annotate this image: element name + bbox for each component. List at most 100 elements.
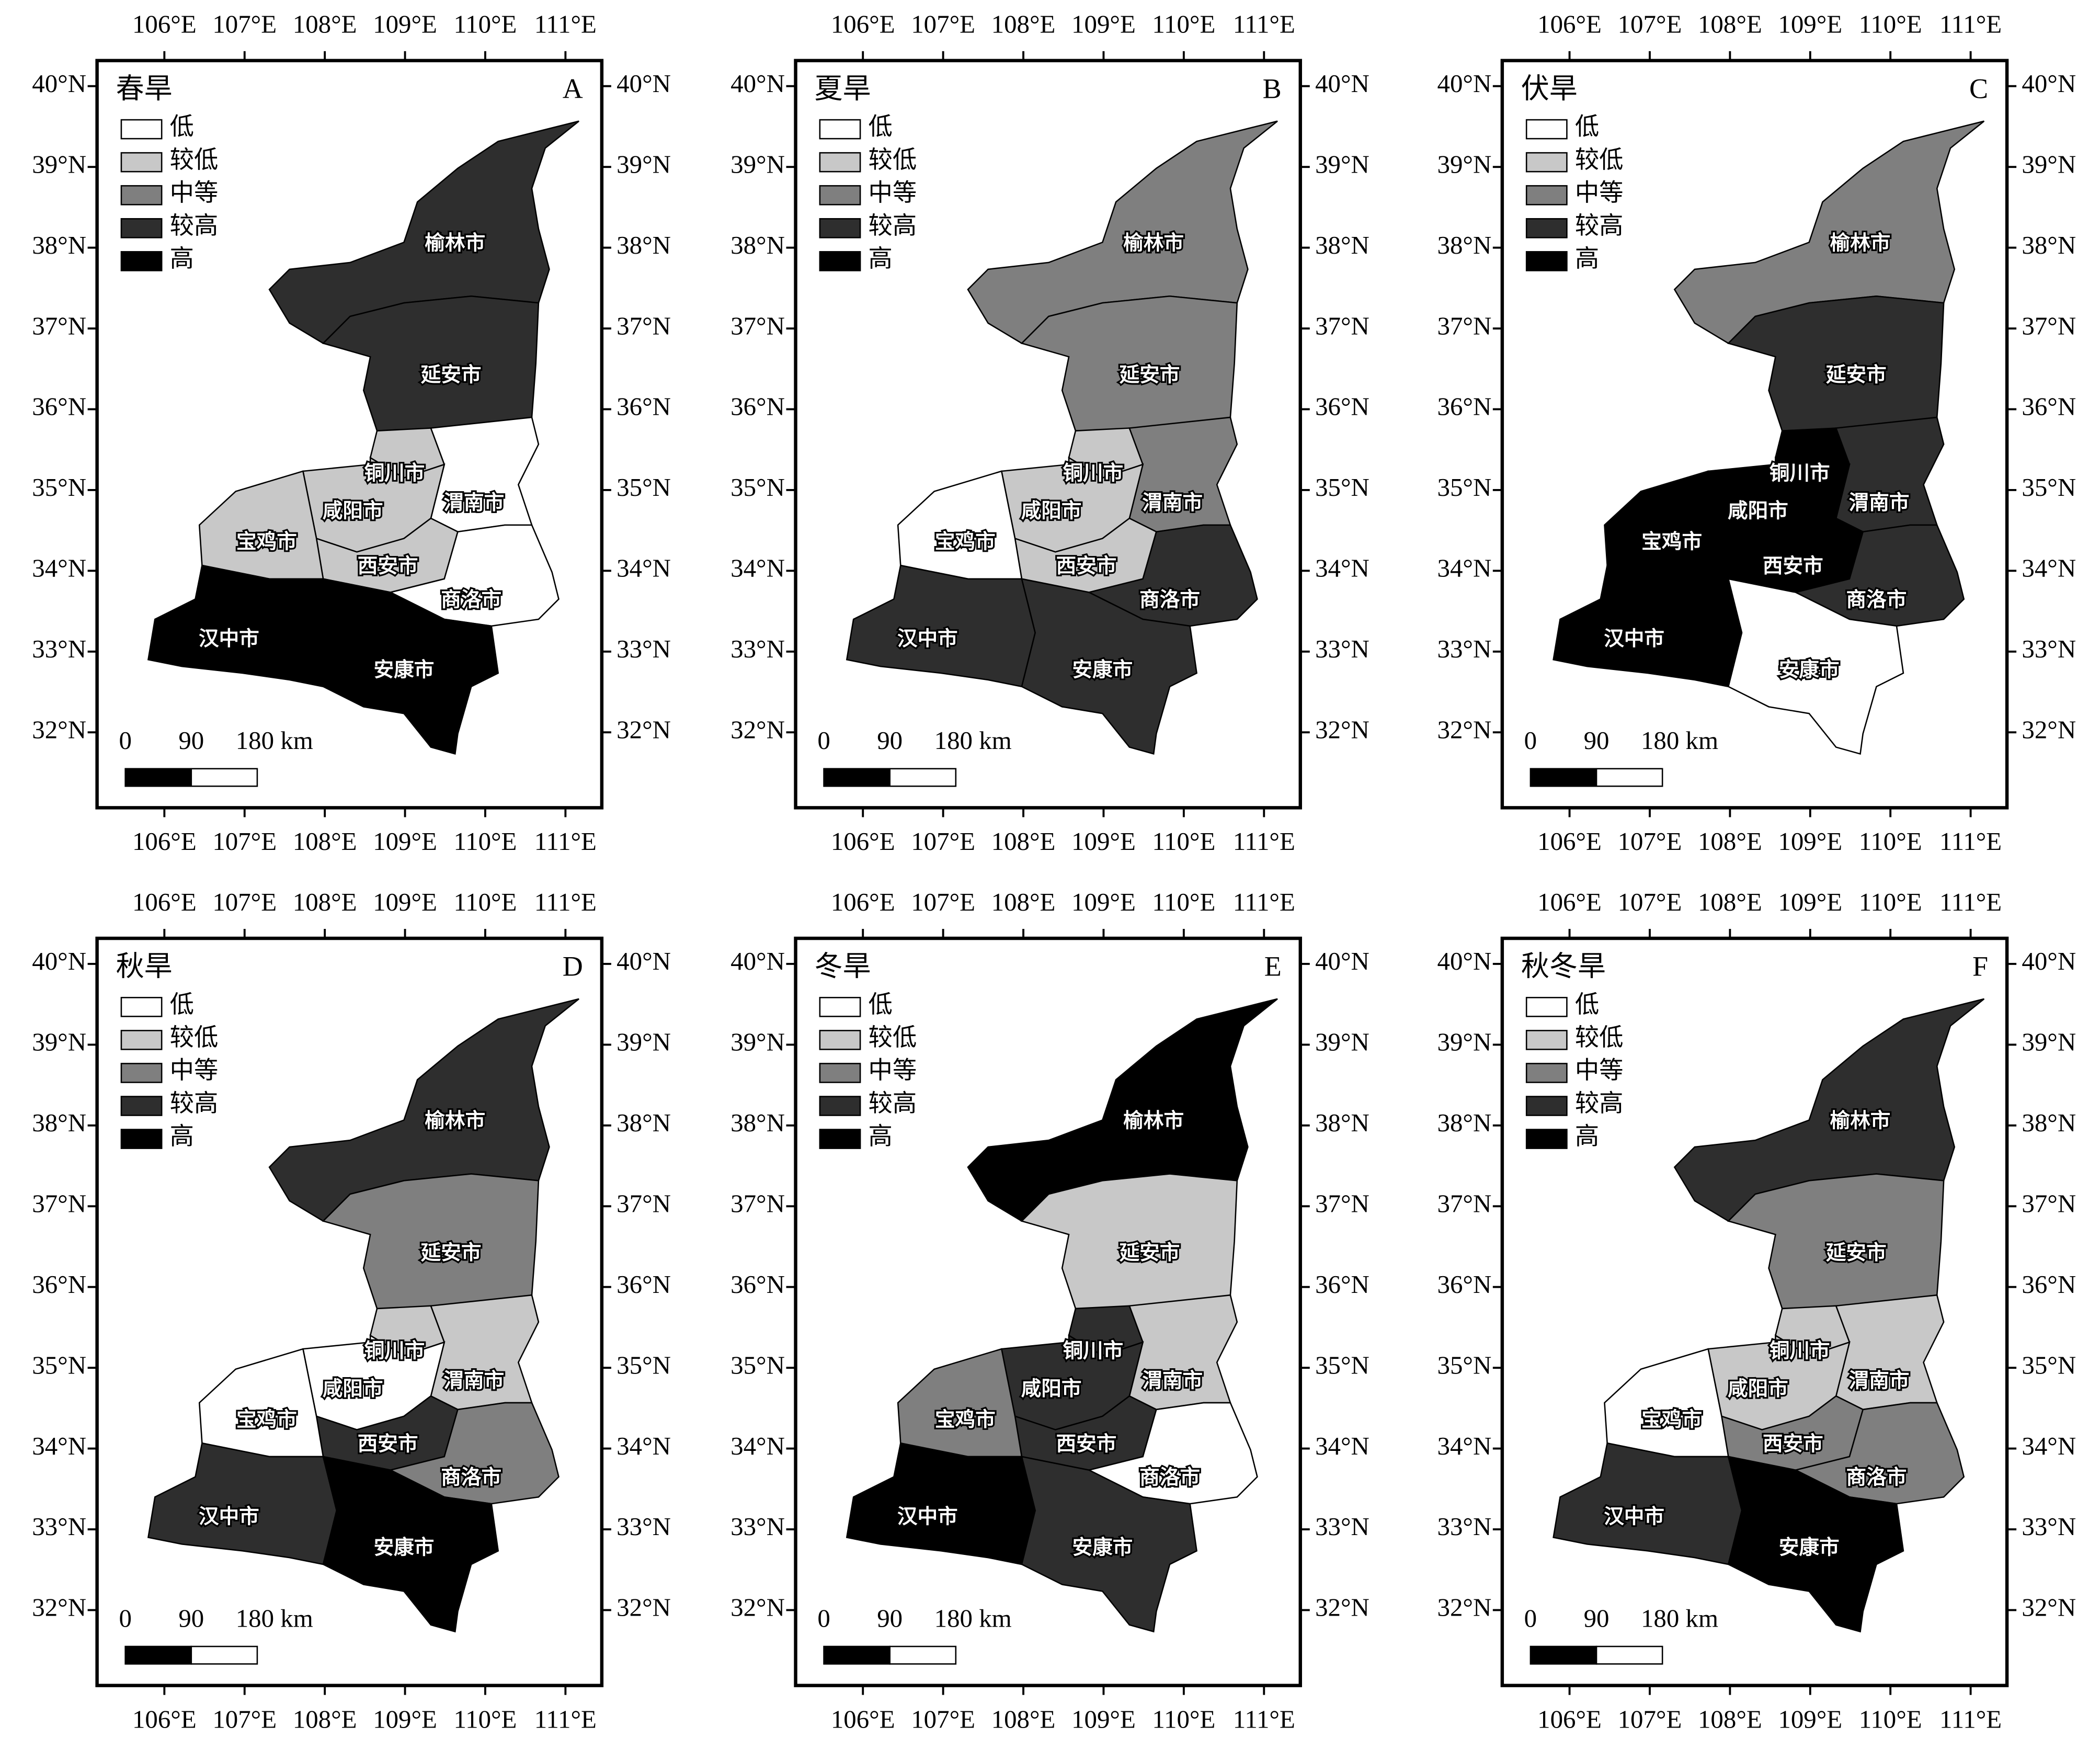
panel-letter: D — [563, 951, 583, 982]
lon-tick-label: 106°E — [1537, 827, 1602, 856]
lat-tick-label: 40°N — [1315, 69, 1369, 98]
lon-tick-label: 111°E — [534, 827, 597, 856]
city-label: 渭南市 — [1849, 492, 1910, 514]
lat-tick-label: 34°N — [32, 1432, 86, 1460]
lon-tick-label: 108°E — [991, 1705, 1056, 1733]
scale-bar — [889, 1645, 957, 1665]
lon-tick-label: 109°E — [1778, 827, 1842, 856]
scale-label: 180 km — [236, 726, 313, 755]
lat-tick-label: 37°N — [617, 311, 671, 340]
lat-tick-label: 38°N — [32, 1108, 86, 1137]
map-frame — [794, 59, 1302, 810]
lon-tick-label: 109°E — [1778, 1705, 1842, 1733]
legend-label: 低 — [170, 114, 194, 141]
city-label: 西安市 — [1763, 555, 1823, 577]
lat-tick-label: 38°N — [617, 1108, 671, 1137]
lon-tick-label: 107°E — [1618, 1705, 1682, 1733]
lat-tick-label: 33°N — [1437, 634, 1492, 663]
legend-swatch — [1525, 1096, 1568, 1116]
scale-bar — [823, 1645, 891, 1665]
lat-tick-label: 33°N — [731, 1512, 785, 1541]
region — [322, 1173, 540, 1310]
legend-label: 高 — [869, 246, 893, 272]
lon-tick-label: 109°E — [1071, 1705, 1136, 1733]
legend-label: 高 — [170, 1123, 194, 1150]
legend-swatch — [819, 1063, 861, 1083]
scale-bar — [1595, 1645, 1663, 1665]
lat-tick-label: 32°N — [1315, 715, 1369, 744]
region — [897, 470, 1023, 580]
lon-tick-label: 106°E — [831, 1705, 895, 1733]
city-label: 咸阳市 — [323, 500, 383, 522]
legend-swatch — [1525, 185, 1568, 206]
city-label: 西安市 — [1056, 555, 1117, 577]
region — [1673, 998, 1985, 1222]
city-label: 宝鸡市 — [935, 531, 996, 553]
lat-tick-label: 39°N — [617, 1028, 671, 1057]
lat-tick-label: 40°N — [731, 947, 785, 975]
region — [1021, 578, 1197, 755]
lon-tick-label: 111°E — [1233, 1705, 1295, 1733]
legend-swatch — [819, 997, 861, 1017]
city-label: 咸阳市 — [1021, 1378, 1082, 1400]
legend-swatch — [819, 119, 861, 140]
legend-label: 中等 — [869, 180, 917, 207]
panel-letter: C — [1969, 73, 1988, 104]
lon-tick-label: 108°E — [293, 827, 357, 856]
city-label: 延安市 — [1120, 364, 1180, 387]
lon-tick-label: 106°E — [132, 10, 197, 39]
lat-tick-label: 32°N — [617, 715, 671, 744]
lat-tick-label: 36°N — [2022, 1270, 2076, 1299]
lon-tick-label: 106°E — [831, 10, 895, 39]
legend-label: 低 — [1575, 114, 1599, 141]
scale-label: 90 — [877, 1604, 903, 1632]
lon-tick-label: 108°E — [293, 888, 357, 916]
city-label: 商洛市 — [1846, 588, 1907, 611]
lat-tick-label: 38°N — [2022, 231, 2076, 259]
scale-bar — [889, 768, 957, 787]
legend-swatch — [1525, 1063, 1568, 1083]
lat-tick-label: 40°N — [32, 69, 86, 98]
scale-label: 90 — [1584, 726, 1610, 755]
lat-tick-label: 37°N — [1437, 1189, 1492, 1218]
region — [1835, 416, 1945, 533]
city-label: 汉中市 — [1604, 628, 1664, 650]
legend-label: 低 — [170, 992, 194, 1018]
region — [1794, 1402, 1965, 1505]
region — [1553, 564, 1743, 688]
lat-tick-label: 33°N — [1437, 1512, 1492, 1541]
region — [1673, 120, 1985, 344]
lat-tick-label: 40°N — [32, 947, 86, 975]
legend-swatch — [1525, 152, 1568, 173]
legend-swatch — [1525, 1129, 1568, 1149]
scale-bar — [1595, 768, 1663, 787]
scale-label: 90 — [1584, 1604, 1610, 1632]
lat-tick-label: 35°N — [1315, 1350, 1369, 1379]
lon-tick-label: 107°E — [911, 827, 975, 856]
region — [846, 1442, 1036, 1565]
lat-tick-label: 39°N — [32, 1028, 86, 1057]
lat-tick-label: 37°N — [1315, 311, 1369, 340]
legend-swatch — [819, 152, 861, 173]
city-label: 铜川市 — [1063, 462, 1123, 484]
city-label: 铜川市 — [364, 462, 425, 484]
lat-tick-label: 36°N — [2022, 392, 2076, 421]
scale-label: 90 — [178, 1604, 204, 1632]
city-label: 榆林市 — [1123, 232, 1184, 254]
lon-tick-label: 107°E — [212, 827, 277, 856]
legend-swatch — [120, 1030, 163, 1050]
legend-label: 较高 — [1575, 1090, 1624, 1117]
lon-tick-label: 111°E — [1233, 888, 1295, 916]
lat-tick-label: 35°N — [731, 473, 785, 502]
lat-tick-label: 39°N — [32, 150, 86, 178]
lat-tick-label: 32°N — [2022, 715, 2076, 744]
lon-tick-label: 110°E — [453, 827, 517, 856]
lat-tick-label: 38°N — [1437, 231, 1492, 259]
lat-tick-label: 35°N — [1437, 1350, 1492, 1379]
city-label: 铜川市 — [1770, 1340, 1830, 1362]
lat-tick-label: 40°N — [617, 947, 671, 975]
legend-label: 较高 — [1575, 213, 1624, 240]
legend-swatch — [819, 218, 861, 238]
